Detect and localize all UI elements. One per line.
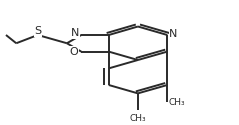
Text: S: S <box>34 26 41 36</box>
Text: CH₃: CH₃ <box>130 114 146 123</box>
Text: N: N <box>71 28 80 38</box>
Text: O: O <box>70 47 78 57</box>
Text: N: N <box>169 29 178 39</box>
Text: CH₃: CH₃ <box>168 98 185 107</box>
